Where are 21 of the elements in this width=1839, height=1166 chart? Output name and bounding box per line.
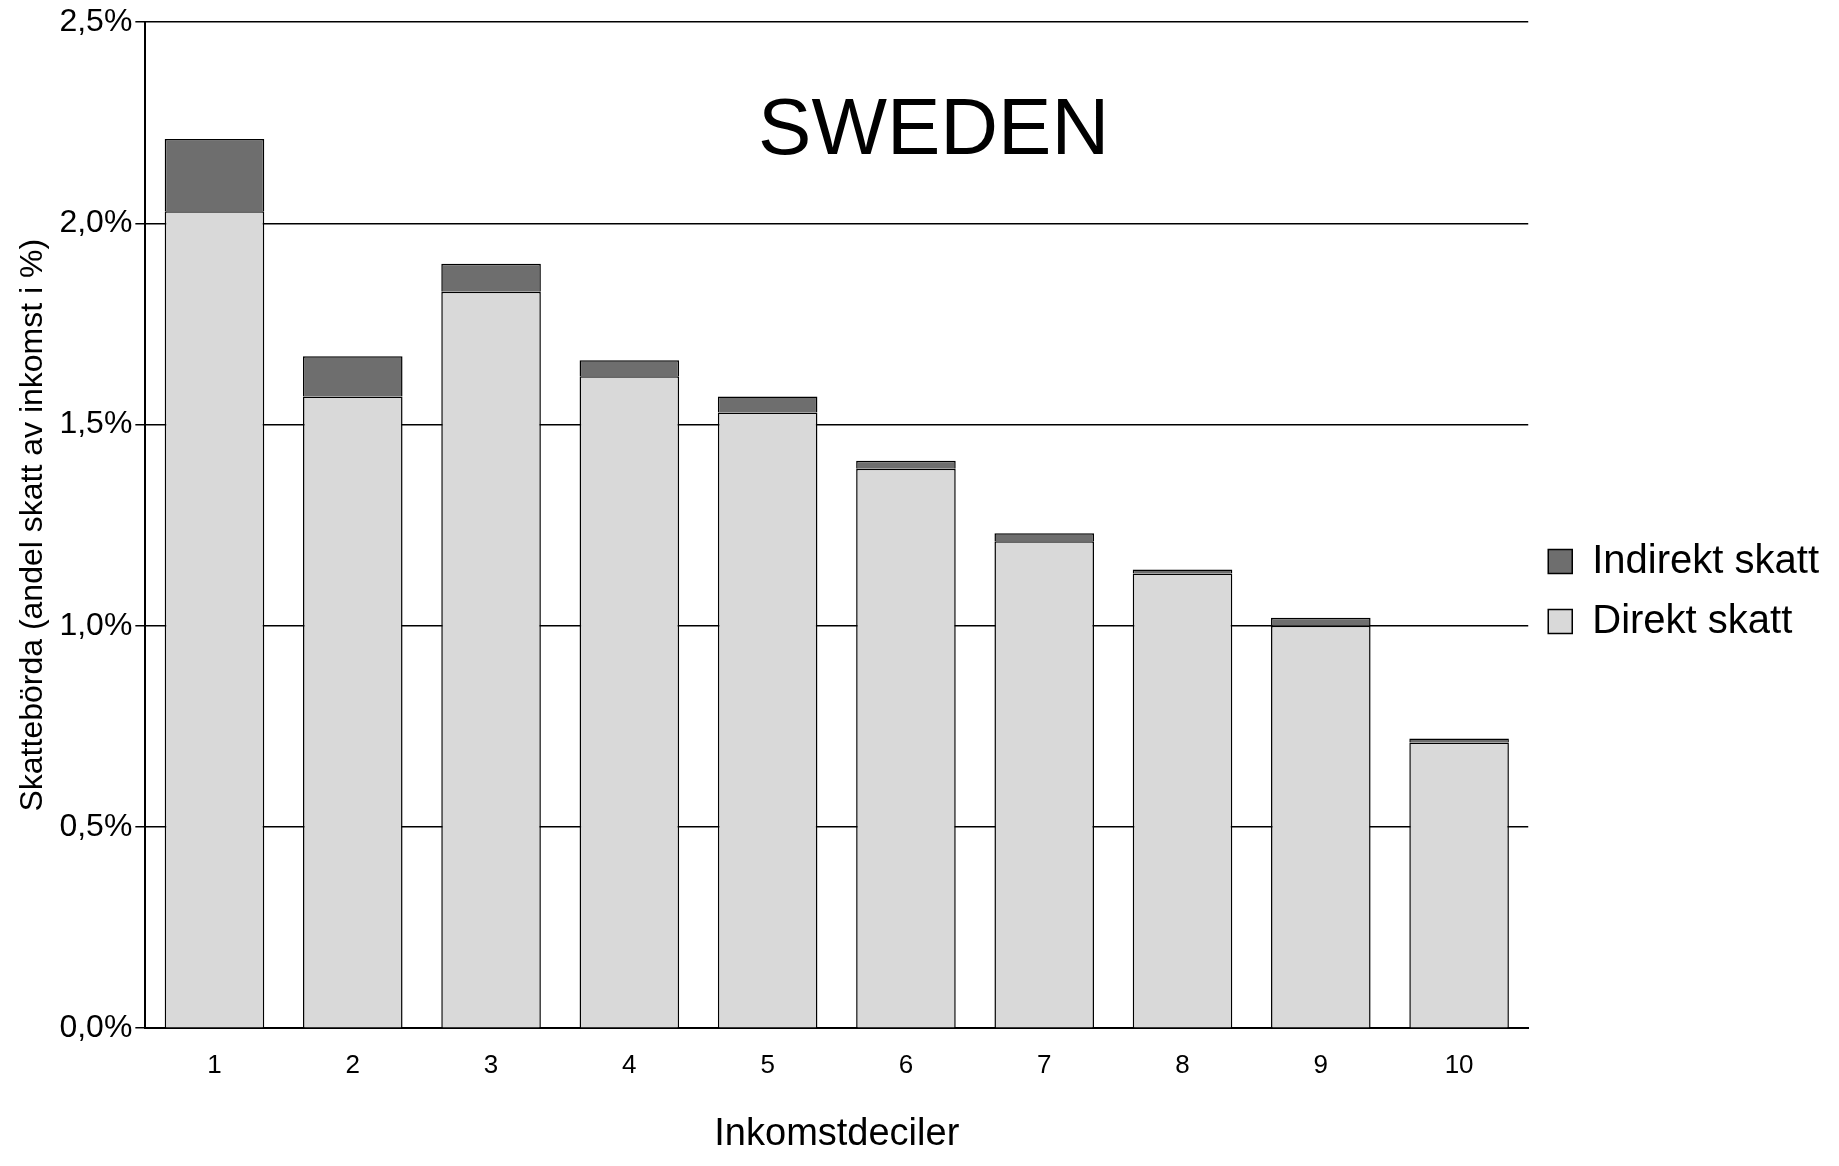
y-tick-label: 1,0%	[59, 605, 133, 642]
x-tick-label: 8	[1175, 1048, 1190, 1079]
y-tick-label: 1,5%	[59, 404, 133, 441]
x-tick-label: 9	[1313, 1048, 1329, 1079]
x-axis-title: Inkomstdeciler	[714, 1110, 960, 1153]
y-tick-label: 2,0%	[59, 203, 133, 240]
x-tick-label: 10	[1444, 1048, 1474, 1079]
x-tick-label: 1	[207, 1048, 222, 1079]
x-tick-label: 2	[345, 1048, 361, 1079]
x-tick-label: 7	[1036, 1048, 1052, 1079]
x-tick-label: 6	[898, 1048, 914, 1079]
legend-label: Direkt skatt	[1592, 596, 1793, 641]
y-axis-title: Skattebörda (andel skatt av inkomst i %)	[13, 238, 50, 812]
y-tick-label: 0,0%	[59, 1008, 133, 1045]
y-tick-label: 0,5%	[59, 806, 133, 843]
legend-label: Indirekt skatt	[1592, 536, 1820, 581]
text: SWEDEN	[758, 82, 1110, 172]
y-tick-label: 2,5%	[59, 2, 133, 39]
x-tick-label: 3	[483, 1048, 499, 1079]
x-tick-label: 5	[760, 1048, 775, 1079]
x-tick-label: 4	[622, 1048, 637, 1079]
